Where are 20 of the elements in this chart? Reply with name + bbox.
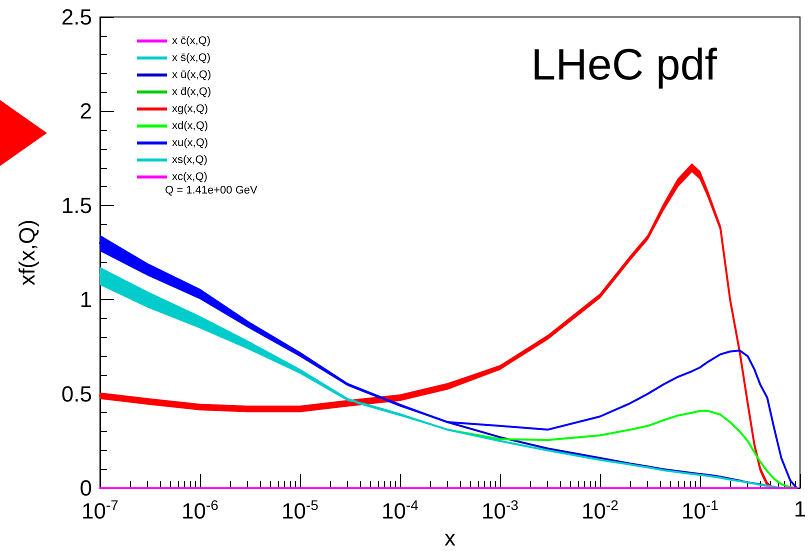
legend-label: xc(x,Q) [172, 171, 208, 183]
legend-label: x ū(x,Q) [172, 69, 212, 81]
x-axis-title: x [444, 526, 456, 550]
text: LHeC pdf [531, 40, 718, 90]
y-tick-label: 1.5 [61, 192, 92, 218]
legend-label: xg(x,Q) [172, 103, 208, 115]
legend-label: xd(x,Q) [172, 120, 208, 132]
y-tick-label: 1 [80, 287, 92, 312]
legend-label: xs(x,Q) [172, 154, 208, 166]
y-tick-label: 2 [80, 98, 92, 124]
y-tick-label: 0 [80, 476, 92, 501]
x-tick-label: 1 [794, 496, 806, 522]
y-axis-title: xf(x,Q) [14, 220, 40, 286]
legend-label: x c̄(x,Q) [172, 35, 210, 47]
y-tick-label: 2.5 [61, 4, 92, 30]
y-tick-label: 0.5 [61, 381, 92, 406]
legend-label: xu(x,Q) [172, 137, 208, 149]
legend-label: x s̄(x,Q) [172, 52, 210, 64]
legend-title: Q = 1.41e+00 GeV [165, 184, 258, 197]
legend-label: x d̄(x,Q) [172, 86, 212, 98]
